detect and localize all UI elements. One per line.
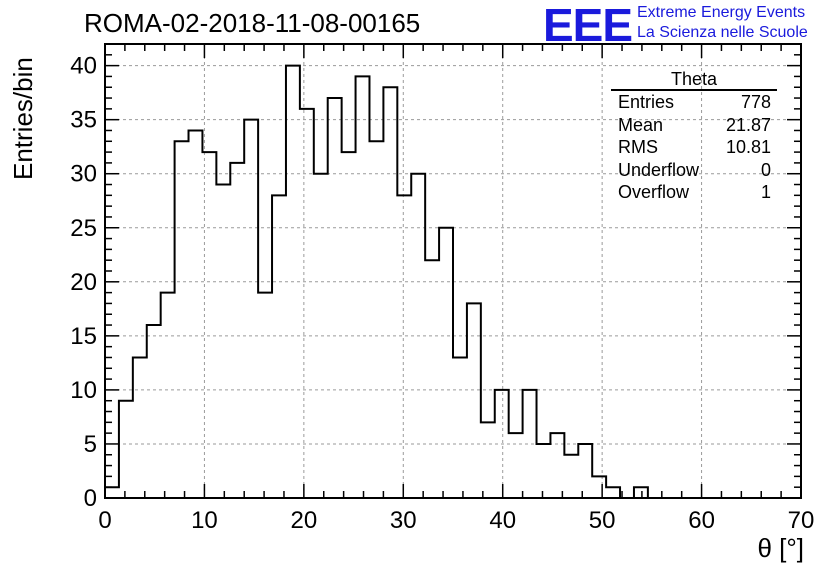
histogram-bin (272, 195, 286, 498)
stats-row-rms: RMS 10.81 (611, 136, 771, 159)
histogram-bin (509, 433, 523, 498)
histogram-bin (202, 152, 216, 498)
histogram-bin (495, 390, 509, 498)
histogram-bin (383, 87, 397, 498)
histogram-bin (467, 303, 481, 498)
histogram-bin (481, 422, 495, 498)
stats-label: Entries (618, 92, 675, 112)
x-tick-label: 50 (589, 507, 616, 534)
stats-box: Theta Entries 778 Mean 21.87 RMS 10.81 U… (611, 69, 777, 204)
x-tick-label: 60 (688, 507, 715, 534)
histogram-bin (634, 487, 648, 498)
x-tick-label: 70 (788, 507, 815, 534)
stats-label: Mean (618, 114, 664, 135)
x-tick-label: 0 (98, 507, 111, 534)
eee-logo: EEE (543, 0, 633, 51)
histogram-bin (397, 195, 411, 498)
histogram-bin (342, 152, 356, 498)
chart-title: ROMA-02-2018-11-08-00165 (84, 8, 421, 38)
histogram-bin (439, 228, 453, 498)
stats-title: Theta (611, 69, 777, 91)
histogram-bin (161, 293, 175, 498)
histogram-bin (119, 401, 133, 498)
stats-label: RMS (618, 137, 658, 157)
histogram-bin (244, 120, 258, 498)
stats-value: 1 (760, 182, 771, 202)
y-tick-label: 30 (70, 161, 97, 188)
histogram-bin (147, 325, 161, 498)
histogram-bin (369, 141, 383, 498)
x-tick-label: 30 (390, 507, 417, 534)
histogram-bin (411, 174, 425, 498)
x-tick-label: 10 (191, 507, 218, 534)
histogram-bin (286, 66, 300, 498)
stats-value: 21.87 (725, 114, 771, 135)
stats-row-mean: Mean 21.87 (611, 114, 771, 137)
stats-value: 778 (740, 92, 771, 112)
histogram-bin (175, 141, 189, 498)
histogram-bin (564, 455, 578, 498)
stats-row-underflow: Underflow 0 (611, 159, 771, 182)
y-tick-label: 40 (70, 53, 97, 80)
stats-value: 10.81 (725, 137, 771, 157)
histogram-bin (550, 433, 564, 498)
histogram-bin (356, 76, 370, 498)
histogram-bin (523, 390, 537, 498)
y-tick-label: 25 (70, 215, 97, 242)
histogram-bin (258, 293, 272, 498)
y-tick-label: 35 (70, 107, 97, 134)
histogram-bin (314, 174, 328, 498)
y-tick-label: 20 (70, 269, 97, 296)
x-tick-label: 40 (489, 507, 516, 534)
stats-label: Underflow (618, 159, 700, 180)
histogram-bin (300, 109, 314, 498)
histogram-bin (592, 476, 606, 498)
x-tick-label: 20 (291, 507, 318, 534)
histogram-bin (578, 444, 592, 498)
stats-value: 0 (760, 159, 771, 180)
stats-row-entries: Entries 778 (611, 91, 771, 114)
stats-label: Overflow (618, 182, 690, 202)
histogram-bin (453, 357, 467, 498)
histogram-bin (425, 260, 439, 498)
y-tick-label: 5 (84, 431, 97, 458)
histogram-bin (537, 444, 551, 498)
y-tick-label: 0 (84, 485, 97, 512)
y-axis-label: Entries/bin (8, 57, 38, 180)
histogram-bin (606, 487, 620, 498)
histogram-bin (216, 185, 230, 498)
histogram-bin (230, 163, 244, 498)
logo-line-1: Extreme Energy Events (637, 4, 806, 21)
histogram-bin (105, 487, 119, 498)
logo-line-2: La Scienza nelle Scuole (637, 24, 808, 41)
y-tick-label: 10 (70, 377, 97, 404)
x-axis-label: θ [°] (757, 533, 804, 563)
y-tick-label: 15 (70, 323, 97, 350)
histogram-bin (133, 357, 147, 498)
histogram-bin (328, 98, 342, 498)
axis-ticks (104, 43, 802, 499)
stats-row-overflow: Overflow 1 (611, 181, 771, 204)
histogram-bin (189, 130, 203, 498)
